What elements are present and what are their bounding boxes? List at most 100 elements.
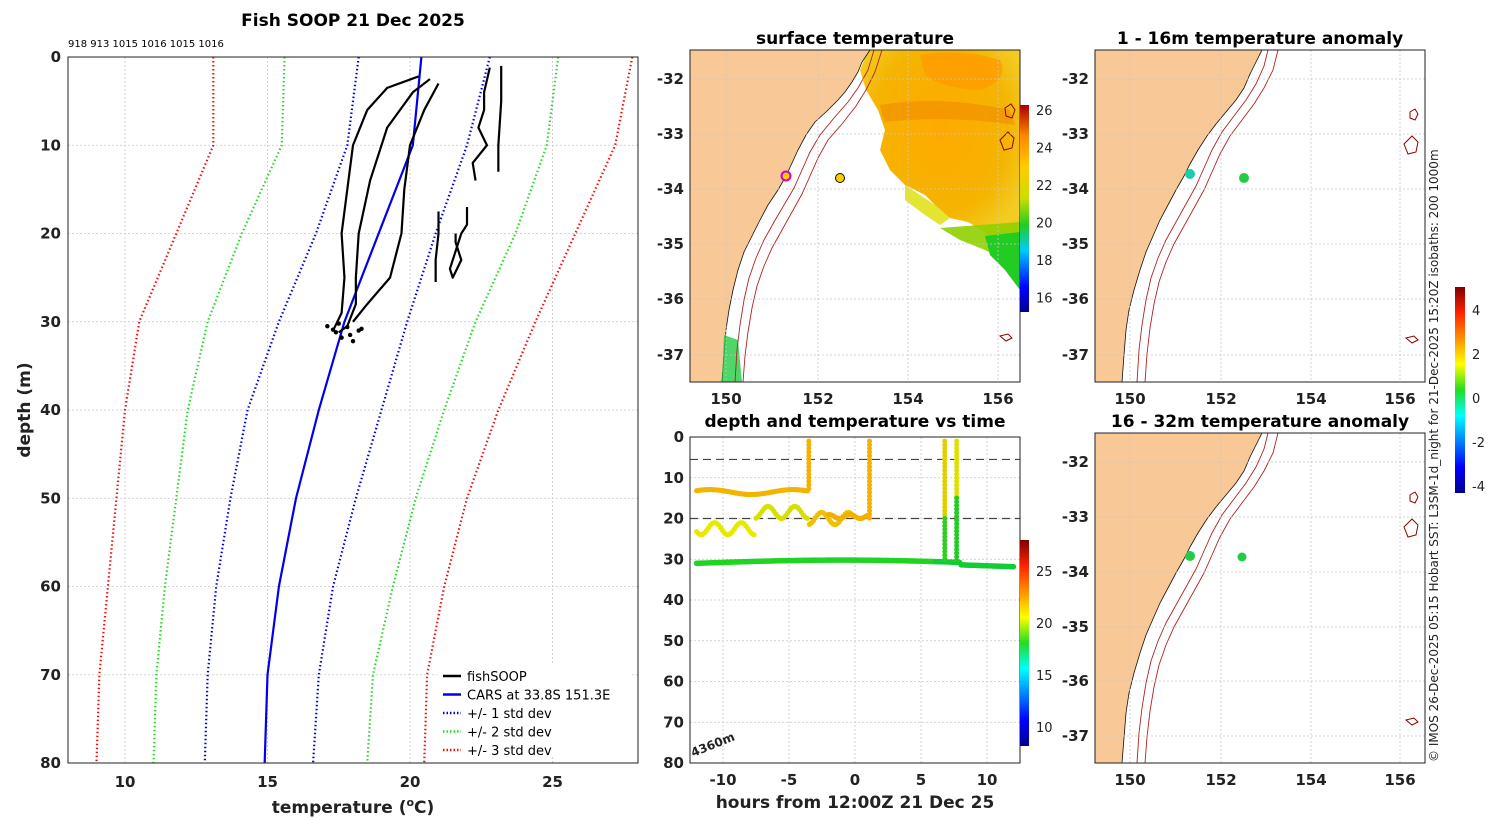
timeseries-colorbar-tick: 10 [1036, 721, 1053, 736]
profile-x-tick: 15 [257, 773, 278, 791]
timeseries-xlabel: hours from 12:00Z 21 Dec 25 [716, 793, 995, 813]
sst-colorbar-tick: 26 [1036, 104, 1053, 119]
timeseries-point [954, 489, 960, 495]
timeseries-point [942, 449, 948, 455]
timeseries-title: depth and temperature vs time [705, 412, 1006, 432]
profile-series-line [152, 57, 286, 763]
timeseries-point [942, 464, 948, 470]
sst-map-body [690, 50, 1020, 382]
timeseries-points [693, 438, 1017, 570]
timeseries-point [867, 515, 873, 521]
timeseries-point [942, 508, 948, 514]
timeseries-point [942, 545, 948, 551]
timeseries-colorbar [1020, 540, 1029, 746]
profile-y-tick: 70 [40, 666, 61, 684]
timeseries-point [954, 535, 960, 541]
side-caption: © IMOS 26-Dec-2025 05:15 Hobart SST: L3S… [1427, 149, 1441, 762]
anomaly-colorbar-tick: 2 [1472, 348, 1480, 363]
map-y-tick: -36 [1062, 290, 1089, 308]
timeseries-x-tick: 5 [916, 771, 926, 789]
map-y-tick: -33 [657, 125, 684, 143]
timeseries-y-tick: 80 [663, 754, 684, 772]
map-y-tick: -35 [1062, 618, 1089, 636]
timeseries-y-tick: 50 [663, 632, 684, 650]
timeseries-point [867, 438, 873, 444]
profile-y-tick: 0 [51, 48, 61, 66]
timeseries-point [954, 453, 960, 459]
timeseries-point [867, 460, 873, 466]
timeseries-point [954, 521, 960, 527]
timeseries-point [867, 482, 873, 488]
timeseries-y-tick: 40 [663, 591, 684, 609]
anomaly-colorbar-ticks: 4 2 0 -2 -4 [1472, 304, 1485, 495]
timeseries-colorbar-tick: 20 [1036, 617, 1053, 632]
timeseries-point [954, 495, 960, 501]
timeseries-point [867, 493, 873, 499]
anomaly-map-2-isobath-200 [1136, 433, 1269, 763]
map-y-tick: -34 [1062, 180, 1089, 198]
timeseries-point [942, 460, 948, 466]
timeseries-point [942, 504, 948, 510]
timeseries-point [954, 445, 960, 451]
timeseries-colorbar-tick: 15 [1036, 669, 1053, 684]
timeseries-point [806, 453, 812, 459]
timeseries-point [806, 482, 812, 488]
sst-colorbar-ticks: 26 24 22 20 18 16 [1036, 104, 1053, 307]
sst-map-ticks: 150 152 154 156 -32 -33 -34 -35 -36 -37 [657, 70, 1014, 408]
anomaly-map-2-reef-2 [1403, 518, 1419, 538]
anomaly-colorbar-tick: 0 [1472, 392, 1480, 407]
map-x-tick: 156 [982, 390, 1013, 408]
map-y-tick: -36 [657, 290, 684, 308]
map-y-tick: -36 [1062, 672, 1089, 690]
anomaly-map-1-frame [1094, 49, 1426, 383]
anomaly-map-2-body [1095, 433, 1425, 763]
anomaly-map-1-land [1095, 50, 1263, 382]
sst-colorbar-tick: 22 [1036, 179, 1053, 194]
map-x-tick: 150 [1114, 771, 1145, 789]
sst-station-1 [780, 170, 792, 182]
profile-series-line [95, 57, 215, 763]
timeseries-y-tick: 0 [674, 428, 684, 446]
timeseries-point [942, 438, 948, 444]
timeseries-point [942, 456, 948, 462]
profile-y-tick: 40 [40, 401, 61, 419]
timeseries-point [954, 528, 960, 534]
profile-series-line [352, 82, 440, 323]
timeseries-y-tick: 20 [663, 510, 684, 528]
profile-y-tick: 50 [40, 489, 61, 507]
profile-xlabel: temperature (oC) [272, 796, 435, 818]
map-x-tick: 154 [892, 390, 923, 408]
timeseries-point [867, 504, 873, 510]
sst-reef-3 [998, 333, 1013, 342]
timeseries-point [1010, 563, 1017, 570]
profile-series-line [366, 57, 560, 763]
timeseries-point [954, 478, 960, 484]
anomaly-map-1-title: 1 - 16m temperature anomaly [1117, 29, 1403, 49]
profile-panel: Fish SOOP 21 Dec 2025 918 913 1015 1016 … [15, 11, 639, 818]
timeseries-point [954, 510, 960, 516]
timeseries-point [867, 489, 873, 495]
legend-label: +/- 1 std dev [467, 707, 552, 722]
timeseries-colorbar-ticks: 25 20 15 10 [1036, 565, 1053, 736]
sst-map-title: surface temperature [756, 29, 954, 49]
anomaly-map-1-isobath-200 [1136, 50, 1269, 382]
anomaly-map-2-ticks: 150 152 154 156 -32 -33 -34 -35 -36 -37 [1062, 453, 1416, 789]
timeseries-point [954, 546, 960, 552]
timeseries-bottom-label: 4360m [689, 730, 737, 760]
sst-colorbar-tick: 18 [1036, 254, 1053, 269]
timeseries-point [806, 478, 812, 484]
timeseries-point [942, 442, 948, 448]
timeseries-point [942, 471, 948, 477]
timeseries-point [942, 478, 948, 484]
timeseries-point [806, 442, 812, 448]
timeseries-point [954, 464, 960, 470]
sst-colorbar-tick: 16 [1036, 292, 1053, 307]
map-x-tick: 156 [1384, 390, 1415, 408]
anomaly-colorbar-tick: -4 [1472, 480, 1485, 495]
timeseries-point [867, 453, 873, 459]
profile-series-line [471, 67, 491, 181]
anomaly-map-1-isobath-1000 [1144, 50, 1279, 382]
profile-cluster-point [333, 330, 339, 335]
map-x-tick: 152 [1205, 771, 1236, 789]
anomaly-map-1-grid [1095, 50, 1425, 382]
